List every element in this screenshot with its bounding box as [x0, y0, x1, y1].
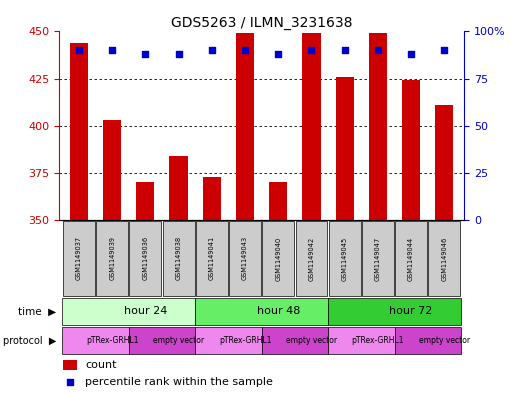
Text: empty vector: empty vector	[286, 336, 337, 345]
Text: empty vector: empty vector	[419, 336, 470, 345]
Text: pTRex-GRHL1: pTRex-GRHL1	[86, 336, 139, 345]
Bar	[435, 105, 453, 220]
Bar	[428, 221, 460, 296]
Bar	[295, 221, 327, 296]
Bar	[328, 327, 394, 354]
Text: GSM1149038: GSM1149038	[175, 236, 182, 281]
Bar	[203, 177, 221, 220]
Bar	[229, 221, 261, 296]
Text: GSM1149040: GSM1149040	[275, 236, 281, 281]
Text: GSM1149047: GSM1149047	[375, 236, 381, 281]
Point	[307, 47, 315, 53]
Bar	[302, 33, 321, 220]
Bar	[129, 327, 195, 354]
Text: pTRex-GRHL1: pTRex-GRHL1	[351, 336, 404, 345]
Text: empty vector: empty vector	[153, 336, 204, 345]
Text: GSM1149041: GSM1149041	[209, 236, 215, 281]
Point	[341, 47, 349, 53]
Point	[374, 47, 382, 53]
Text: GSM1149036: GSM1149036	[143, 236, 148, 281]
Bar	[395, 221, 427, 296]
Text: GSM1149043: GSM1149043	[242, 236, 248, 281]
Text: GSM1149039: GSM1149039	[109, 237, 115, 280]
Bar	[394, 327, 461, 354]
Point	[440, 47, 448, 53]
Bar	[195, 327, 262, 354]
Bar	[169, 156, 188, 220]
Bar	[96, 221, 128, 296]
Bar	[269, 182, 287, 220]
Bar	[62, 327, 129, 354]
Bar	[62, 298, 195, 325]
Bar	[336, 77, 354, 220]
Text: GSM1149037: GSM1149037	[76, 236, 82, 281]
Text: hour 48: hour 48	[256, 307, 300, 316]
Bar	[402, 81, 420, 220]
Point	[66, 378, 74, 385]
Point	[141, 51, 149, 57]
Bar	[63, 221, 95, 296]
Text: GSM1149046: GSM1149046	[441, 236, 447, 281]
Text: pTRex-GRHL1: pTRex-GRHL1	[219, 336, 271, 345]
Bar	[262, 327, 328, 354]
Text: GSM1149044: GSM1149044	[408, 236, 414, 281]
Bar	[70, 43, 88, 220]
Point	[75, 47, 83, 53]
Bar	[163, 221, 194, 296]
Bar	[369, 33, 387, 220]
Point	[208, 47, 216, 53]
Bar	[362, 221, 394, 296]
Bar	[328, 298, 461, 325]
Title: GDS5263 / ILMN_3231638: GDS5263 / ILMN_3231638	[171, 17, 352, 30]
Point	[274, 51, 282, 57]
Text: GSM1149042: GSM1149042	[308, 236, 314, 281]
Text: hour 72: hour 72	[389, 307, 433, 316]
Text: hour 24: hour 24	[124, 307, 167, 316]
Point	[108, 47, 116, 53]
Bar	[136, 182, 154, 220]
Text: protocol  ▶: protocol ▶	[3, 336, 56, 346]
Bar	[329, 221, 361, 296]
Bar	[262, 221, 294, 296]
Bar	[195, 298, 328, 325]
Point	[241, 47, 249, 53]
Bar	[196, 221, 228, 296]
Text: percentile rank within the sample: percentile rank within the sample	[85, 377, 273, 387]
Text: GSM1149045: GSM1149045	[342, 236, 348, 281]
Text: count: count	[85, 360, 117, 370]
Bar	[63, 360, 77, 370]
Text: time  ▶: time ▶	[18, 307, 56, 316]
Bar	[103, 120, 121, 220]
Point	[407, 51, 415, 57]
Bar	[236, 33, 254, 220]
Bar	[129, 221, 161, 296]
Point	[174, 51, 183, 57]
